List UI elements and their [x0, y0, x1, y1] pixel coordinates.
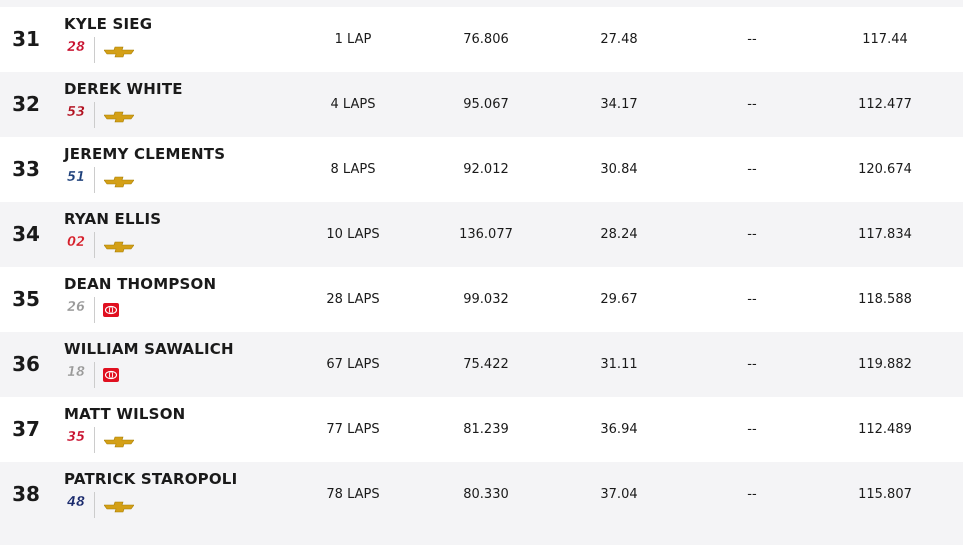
- cell: 117.834: [858, 227, 912, 242]
- cell: --: [747, 357, 757, 372]
- driver-name: DEREK WHITE: [64, 80, 183, 98]
- car-number: 26: [66, 300, 86, 315]
- cell: 36.94: [600, 422, 638, 437]
- cell: 67 LAPS: [326, 357, 380, 372]
- result-row: 34 RYAN ELLIS 02 10 LAPS 136.077 28.24 -- 117.8…: [0, 202, 963, 267]
- cell: 31.11: [600, 357, 638, 372]
- position: 36: [12, 352, 40, 376]
- cell: 117.44: [862, 32, 908, 47]
- car-number: 18: [66, 365, 86, 380]
- driver-name: RYAN ELLIS: [64, 210, 162, 228]
- car-number: 28: [66, 40, 86, 55]
- cell: 92.012: [463, 162, 509, 177]
- chevrolet-logo: [103, 238, 135, 257]
- cell: 37.04: [600, 487, 638, 502]
- car-number: 53: [66, 105, 86, 120]
- car-number: 51: [66, 170, 86, 185]
- results-table: 31 KYLE SIEG 28 1 LAP 76.806 27.48 -- 117.44 32 D…: [0, 7, 963, 527]
- divider: [94, 427, 95, 453]
- cell: 95.067: [463, 97, 509, 112]
- cell: 28.24: [600, 227, 638, 242]
- driver-name: DEAN THOMPSON: [64, 275, 217, 293]
- cell: 75.422: [463, 357, 509, 372]
- chevrolet-logo: [103, 433, 135, 452]
- result-row: 35 DEAN THOMPSON 26 28 LAPS 99.032 29.67 -- 118…: [0, 267, 963, 332]
- cell: 119.882: [858, 357, 912, 372]
- cell: 78 LAPS: [326, 487, 380, 502]
- result-row: 36 WILLIAM SAWALICH 18 67 LAPS 75.422 31.11 --…: [0, 332, 963, 397]
- position: 35: [12, 287, 40, 311]
- position: 32: [12, 92, 40, 116]
- chevrolet-logo: [103, 173, 135, 192]
- cell: --: [747, 97, 757, 112]
- cell: 112.477: [858, 97, 912, 112]
- cell: 112.489: [858, 422, 912, 437]
- position: 37: [12, 417, 40, 441]
- cell: 81.239: [463, 422, 509, 437]
- driver-name: JEREMY CLEMENTS: [64, 145, 226, 163]
- cell: 77 LAPS: [326, 422, 380, 437]
- divider: [94, 297, 95, 323]
- cell: --: [747, 162, 757, 177]
- cell: 27.48: [600, 32, 638, 47]
- position: 34: [12, 222, 40, 246]
- cell: 1 LAP: [334, 32, 372, 47]
- cell: 28 LAPS: [326, 292, 380, 307]
- divider: [94, 492, 95, 518]
- chevrolet-logo: [103, 108, 135, 127]
- cell: 10 LAPS: [326, 227, 380, 242]
- position: 31: [12, 27, 40, 51]
- car-number: 35: [66, 430, 86, 445]
- cell: --: [747, 292, 757, 307]
- cell: 8 LAPS: [330, 162, 376, 177]
- divider: [94, 37, 95, 63]
- cell: 34.17: [600, 97, 638, 112]
- result-row: 33 JEREMY CLEMENTS 51 8 LAPS 92.012 30.84 -- 12…: [0, 137, 963, 202]
- cell: --: [747, 32, 757, 47]
- divider: [94, 362, 95, 388]
- divider: [94, 102, 95, 128]
- driver-name: PATRICK STAROPOLI: [64, 470, 238, 488]
- cell: 80.330: [463, 487, 509, 502]
- car-number: 02: [66, 235, 86, 250]
- car-number: 48: [66, 495, 86, 510]
- cell: 115.807: [858, 487, 912, 502]
- driver-name: KYLE SIEG: [64, 15, 153, 33]
- cell: 76.806: [463, 32, 509, 47]
- cell: 120.674: [858, 162, 912, 177]
- result-row: 31 KYLE SIEG 28 1 LAP 76.806 27.48 -- 117.44: [0, 7, 963, 72]
- cell: 136.077: [459, 227, 513, 242]
- cell: 30.84: [600, 162, 638, 177]
- cell: 29.67: [600, 292, 638, 307]
- divider: [94, 232, 95, 258]
- cell: 4 LAPS: [330, 97, 376, 112]
- position: 38: [12, 482, 40, 506]
- toyota-logo: [103, 302, 119, 321]
- cell: --: [747, 487, 757, 502]
- cell: 99.032: [463, 292, 509, 307]
- divider: [94, 167, 95, 193]
- result-row: 32 DEREK WHITE 53 4 LAPS 95.067 34.17 -- 112.47…: [0, 72, 963, 137]
- chevrolet-logo: [103, 43, 135, 62]
- position: 33: [12, 157, 40, 181]
- cell: --: [747, 422, 757, 437]
- driver-name: WILLIAM SAWALICH: [64, 340, 234, 358]
- result-row: 38 PATRICK STAROPOLI 48 78 LAPS 80.330 37.04 -…: [0, 462, 963, 527]
- cell: --: [747, 227, 757, 242]
- cell: 118.588: [858, 292, 912, 307]
- result-row: 37 MATT WILSON 35 77 LAPS 81.239 36.94 -- 112.4…: [0, 397, 963, 462]
- driver-name: MATT WILSON: [64, 405, 186, 423]
- chevrolet-logo: [103, 498, 135, 517]
- toyota-logo: [103, 367, 119, 386]
